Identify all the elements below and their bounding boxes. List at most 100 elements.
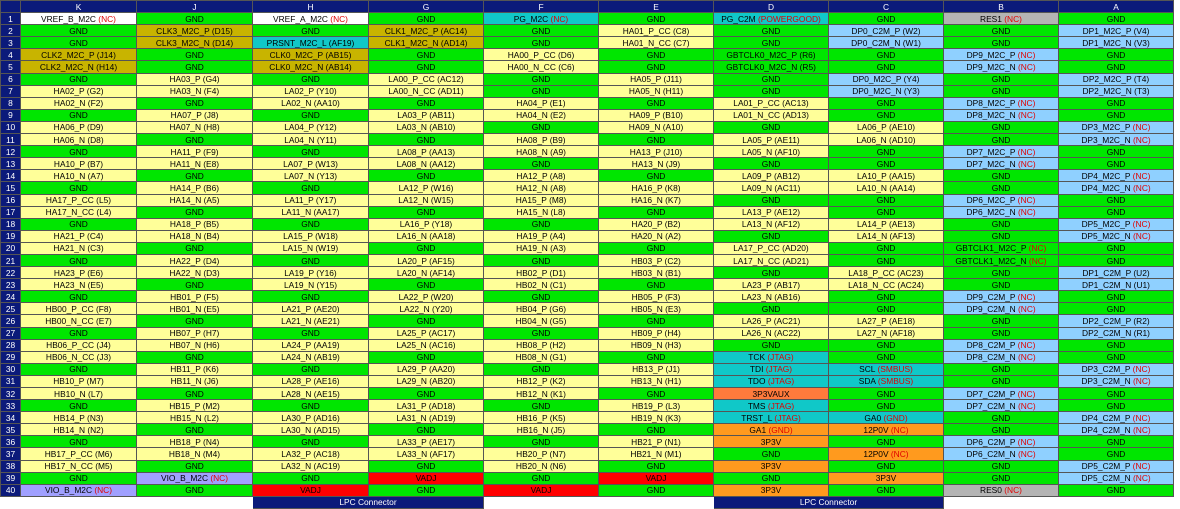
pin-signal: HB11_N (J6) [170,376,219,387]
pin-cell: GND [368,278,484,292]
pin-signal: GND [69,473,88,484]
pin-cell: GND [483,24,599,38]
pin-cell: LA21_N (AE21) [252,314,369,328]
pin-note: (JTAG) [765,352,794,363]
pin-cell: GND [483,290,599,304]
pin-cell: LA14_P (AE13) [828,217,944,231]
pin-signal: GND [531,291,551,302]
pin-cell: CLK3_M2C_N (D14) [136,36,253,50]
pin-cell: GND [1058,96,1174,110]
connector-label: LPC Connector [713,495,944,509]
pin-cell: DP5_M2C_N (NC) [1058,229,1174,243]
pin-cell: LA28_P (AE16) [252,374,369,389]
pin-note: (NC) [1015,303,1036,314]
pin-cell: HB13_P (J1) [598,362,714,376]
pin-signal: GND [646,13,666,24]
pin-signal: HA18_P (B5) [169,219,220,230]
pin-signal: GND [1106,243,1126,254]
pin-cell: HB06_N_CC (J3) [20,350,137,364]
pin-signal: HA15_P (M8) [515,195,567,206]
pin-signal: LA17_P_CC (AD20) [733,243,809,254]
pin-cell: HB19_P (L3) [598,399,714,413]
row-number: 25 [0,302,21,316]
pin-signal: CLK2_M2C_P (J14) [41,49,116,60]
pin-signal: DP3_C2M_N [1081,376,1131,387]
pin-signal: GND [876,49,896,60]
pin-signal: LA17_N_CC (AD21) [733,255,809,266]
row-number: 34 [0,411,21,425]
pin-cell: HA17_P_CC (L5) [20,193,137,207]
pin-cell: GND [713,24,829,38]
pin-signal: RES1 [980,13,1002,24]
pin-cell: GND [598,350,714,364]
pin-cell: HA01_N_CC (C7) [598,36,714,50]
pin-signal: GND [185,98,204,109]
pin-cell: SCL (SMBUS) [828,362,944,376]
pin-cell: LA30_N (AD15) [252,423,369,437]
pin-cell: HA23_N (E5) [20,278,137,292]
pin-signal: GND [185,13,204,24]
pin-cell: GND [483,326,599,340]
pin-cell: LA08_N (AA12) [368,157,484,171]
pin-signal: LA04_N (Y11) [284,134,337,145]
pin-signal: GND [876,158,896,169]
pin-signal: GND [531,436,551,447]
pin-cell: GND [1058,338,1174,352]
pin-signal: GND [416,352,436,363]
pin-signal: DP8_C2M_P [966,340,1016,351]
pin-note: (NC) [1015,291,1036,302]
pin-signal: DP4_C2M_N [1081,424,1131,435]
pin-signal: GND [185,388,204,399]
pin-cell: DP1_C2M_P (U2) [1058,266,1174,280]
pin-signal: GND [531,25,551,36]
pin-signal: GND [69,291,88,302]
pin-signal: LA26_P (AC21) [741,315,801,326]
column-header-d: D [713,0,829,14]
pin-signal: GND [416,388,436,399]
pin-cell: LA22_N (Y20) [368,302,484,316]
pin-signal: 3P3V [760,461,782,472]
pin-signal: GND [876,352,896,363]
pin-signal: GND [991,267,1011,278]
pin-signal: GND [416,13,436,24]
pin-signal: GND [646,388,666,399]
pin-cell: GND [598,423,714,437]
pin-signal: GND [646,98,666,109]
pin-cell: DP0_C2M_N (W1) [828,36,944,50]
pin-signal: GND [876,340,896,351]
pin-row: 17 HA17_N_CC (L4) GND LA11_N (AA17) GND HA15_… [0,205,1174,219]
pin-cell: CLK0_M2C_P (AB15) [252,48,369,62]
pin-cell: RES0 (NC) [943,483,1059,497]
pin-signal: HB20_N (N6) [515,461,567,472]
pin-cell: GND [368,350,484,364]
pin-row: 2 GND CLK3_M2C_P (D15) GND CLK1_M2C_P (AC14)… [0,24,1174,38]
pin-cell: GND [136,314,253,328]
pin-cell: HB10_P (M7) [20,374,137,389]
pin-row: 37 HB17_P_CC (M6) HB18_N (M4) LA32_P (AC18)… [0,447,1174,461]
pin-signal: HA07_P (J8) [170,110,219,121]
pin-signal: GND [876,400,896,411]
pin-signal: VREF_A_M2C [273,13,328,24]
pin-signal: SCL [859,364,876,375]
pin-cell: GND [943,84,1059,98]
pin-signal: HB10_P (M7) [53,376,104,387]
pin-signal: LA20_N (AF14) [396,267,456,278]
pin-cell: TDI (JTAG) [713,362,829,376]
pin-signal: HB14_N (N2) [53,424,104,435]
pin-signal: GND [761,37,781,48]
pin-signal: GND [761,231,781,242]
pin-signal: HA08_P (B9) [516,134,566,145]
pin-signal: GND [1106,255,1126,266]
pin-signal: GND [416,134,436,145]
pin-signal: LA19_P (Y16) [284,267,337,278]
pin-signal: GA1 [749,424,767,435]
pin-cell: DP8_M2C_N (NC) [943,108,1059,122]
pin-cell: GND [483,72,599,86]
row-number: 5 [0,60,21,74]
pin-cell: GND [828,386,944,401]
row-number: 19 [0,229,21,243]
pin-cell: GND [136,48,253,62]
pin-row: 16 HA17_P_CC (L5) HA14_N (A5) LA11_P (Y17) L… [0,193,1174,207]
pin-signal: DP2_C2M_N (R1) [1082,328,1150,339]
